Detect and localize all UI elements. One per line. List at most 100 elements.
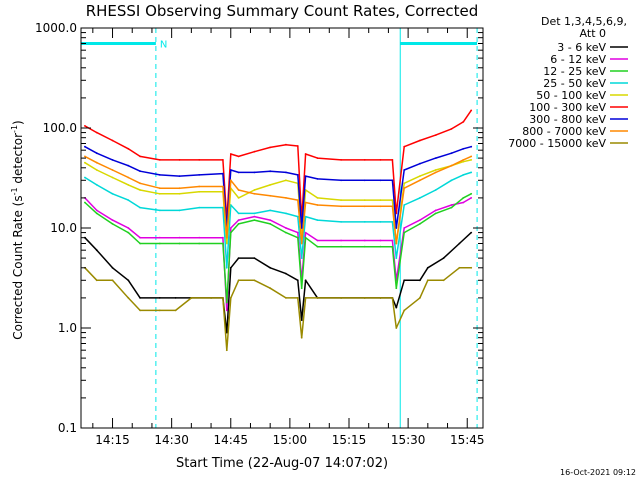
series-5-point-26: [434, 134, 437, 137]
series-line-6: [84, 145, 472, 229]
series-5-point-18: [316, 157, 319, 160]
series-2-point-25: [419, 223, 421, 225]
series-6-point-20: [363, 179, 366, 182]
series-2-point-20: [363, 245, 366, 248]
series-8-point-29: [458, 266, 461, 269]
series-7-point-15: [296, 199, 299, 202]
chart-title: RHESSI Observing Summary Count Rates, Co…: [86, 2, 479, 20]
series-5-point-3: [127, 147, 130, 150]
series-0-point-6: [174, 297, 177, 299]
series-2-point-12: [253, 219, 256, 222]
series-1-point-1: [95, 209, 98, 212]
series-0-point-18: [304, 279, 307, 282]
series-3-point-11: [237, 212, 240, 215]
x-tick-label-0: 14:15: [95, 433, 130, 447]
series-4-point-7: [198, 190, 201, 193]
series-4-point-20: [363, 199, 366, 202]
series-1-point-25: [419, 219, 421, 222]
series-3-point-20: [363, 221, 366, 223]
series-7-point-9: [225, 236, 228, 239]
series-1-point-2: [111, 219, 114, 222]
series-2-point-6: [178, 242, 181, 245]
series-6-point-15: [296, 174, 299, 176]
series-3-point-6: [178, 209, 181, 212]
series-8-point-8: [210, 297, 213, 299]
series-4-point-5: [158, 192, 161, 195]
series-7-point-10: [229, 179, 232, 182]
series-6-point-18: [316, 178, 319, 180]
series-7-point-16: [300, 242, 303, 245]
series-2-point-29: [470, 192, 473, 195]
series-3-point-17: [304, 215, 307, 218]
series-6-point-12: [253, 171, 256, 174]
series-7-point-14: [285, 197, 287, 199]
series-8-point-3: [127, 297, 130, 299]
series-4-point-29: [470, 159, 473, 161]
series-5-point-17: [304, 153, 307, 155]
series-line-0: [84, 232, 472, 334]
series-6-point-11: [237, 171, 240, 174]
series-8-point-10: [225, 349, 228, 352]
y-tick-label-1: 1.0: [58, 321, 77, 335]
series-0-point-24: [395, 306, 398, 309]
series-8-point-19: [316, 297, 319, 299]
series-7-point-0: [84, 155, 86, 158]
series-7-point-1: [95, 161, 98, 164]
y-axis-label: Corrected Count Rate (s-1 detector-1): [10, 120, 25, 339]
series-8-point-24: [395, 327, 398, 329]
series-4-point-6: [178, 192, 181, 195]
y-axis-label-mid: detector: [11, 133, 25, 188]
series-8-point-15: [285, 297, 287, 299]
series-6-point-3: [127, 164, 130, 167]
series-6-point-27: [450, 152, 453, 155]
series-1-point-29: [470, 197, 473, 199]
legend-label-7: 800 - 7000 keV: [522, 125, 606, 138]
series-2-point-8: [222, 242, 224, 245]
series-2-point-21: [379, 245, 382, 248]
series-3-point-12: [253, 212, 256, 215]
series-7-point-2: [111, 169, 114, 171]
series-1-point-18: [316, 239, 319, 242]
series-2-point-7: [198, 242, 201, 245]
x-tick-label-5: 15:30: [391, 433, 426, 447]
series-0-point-11: [229, 266, 232, 269]
series-4-point-1: [95, 169, 98, 171]
series-2-point-27: [450, 206, 453, 209]
series-4-point-2: [111, 176, 114, 179]
series-8-point-6: [174, 309, 177, 312]
series-7-point-6: [178, 187, 181, 190]
series-1-point-3: [127, 227, 130, 229]
series-6-point-29: [470, 145, 473, 148]
series-8-point-16: [296, 297, 299, 299]
series-7-point-3: [127, 176, 130, 179]
series-5-point-20: [363, 159, 366, 161]
series-3-point-14: [285, 212, 287, 215]
series-4-point-22: [391, 199, 394, 202]
series-2-point-2: [111, 223, 114, 225]
series-1-point-21: [379, 239, 382, 242]
series-8-point-12: [237, 279, 240, 282]
series-7-point-20: [363, 205, 366, 208]
series-2-point-23: [395, 287, 398, 290]
series-5-point-14: [285, 143, 287, 146]
legend-label-2: 12 - 25 keV: [543, 65, 606, 78]
series-5-point-12: [253, 150, 256, 153]
series-0-point-26: [419, 279, 421, 282]
series-1-point-10: [229, 227, 232, 229]
series-1-point-17: [304, 231, 307, 234]
x-axis-label: Start Time (22-Aug-07 14:07:02): [176, 456, 388, 471]
series-3-point-26: [434, 189, 437, 191]
series-7-point-23: [395, 242, 398, 245]
series-5-point-28: [462, 121, 465, 123]
y-tick-label-3: 100.0: [43, 121, 77, 135]
series-7-point-18: [316, 204, 319, 206]
series-line-5: [84, 109, 472, 221]
series-8-point-5: [158, 309, 161, 312]
series-7-point-21: [379, 205, 382, 208]
series-4-point-11: [237, 197, 240, 199]
series-8-point-17: [300, 336, 303, 339]
series-0-point-29: [458, 242, 461, 245]
series-6-point-16: [300, 227, 303, 229]
legend-label-4: 50 - 100 keV: [536, 89, 606, 102]
